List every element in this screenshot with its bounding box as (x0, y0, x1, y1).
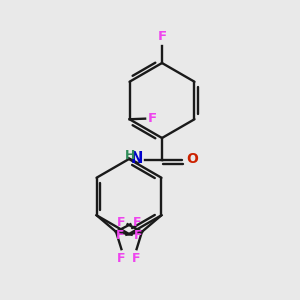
Text: F: F (148, 112, 157, 125)
Text: F: F (134, 229, 142, 242)
Text: F: F (117, 251, 126, 265)
Text: O: O (187, 152, 199, 166)
Text: H: H (124, 149, 135, 162)
Text: F: F (133, 216, 141, 229)
Text: N: N (130, 151, 143, 166)
Text: F: F (158, 31, 166, 44)
Text: F: F (116, 229, 124, 242)
Text: F: F (117, 216, 125, 229)
Text: F: F (132, 251, 141, 265)
